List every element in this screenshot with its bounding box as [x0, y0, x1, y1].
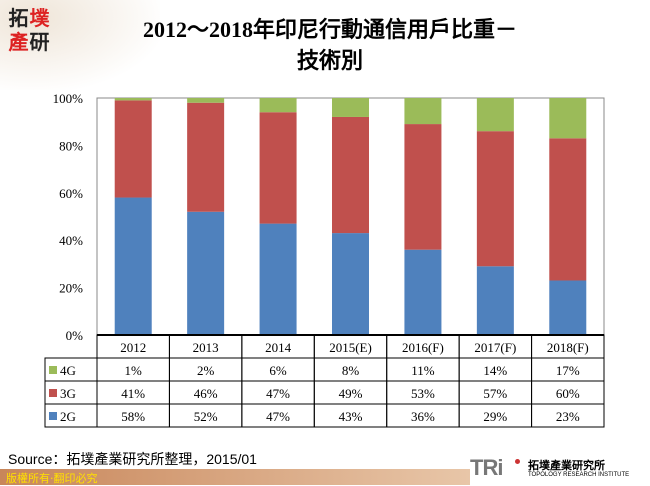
legend-label-2G: 2G [60, 409, 76, 424]
bar-3G-2014 [259, 112, 297, 224]
source-note: Source：拓墣產業研究所整理，2015/01 [8, 451, 257, 467]
value-label: 11% [411, 363, 435, 378]
bar-3G-2018(F) [549, 138, 587, 281]
title-line-2: 技術別 [296, 48, 363, 73]
brand-mark-dot [515, 459, 520, 464]
bar-4G-2017(F) [476, 98, 514, 132]
bar-4G-2016(F) [404, 98, 442, 125]
value-label: 58% [121, 409, 145, 424]
value-label: 49% [339, 386, 363, 401]
y-tick-label: 100% [53, 91, 84, 106]
brand-mark: TRi [470, 455, 503, 480]
value-label: 1% [125, 363, 143, 378]
bar-4G-2013 [187, 98, 225, 103]
value-label: 53% [411, 386, 435, 401]
brand-cn: 拓墣產業研究所 [528, 460, 605, 472]
legend-key-4G [49, 366, 57, 374]
value-label: 43% [339, 409, 363, 424]
bar-4G-2015(E) [332, 98, 369, 117]
x-tick-label: 2015(E) [329, 340, 372, 355]
value-label: 47% [266, 386, 290, 401]
bar-3G-2013 [187, 102, 225, 212]
bar-3G-2017(F) [476, 131, 514, 267]
bar-2G-2016(F) [404, 249, 442, 335]
x-tick-label: 2013 [193, 340, 219, 355]
brand-en: TOPOLOGY RESEARCH INSTITUTE [528, 472, 630, 478]
copyright: 版權所有‧翻印必究 [6, 472, 98, 485]
y-tick-label: 40% [59, 233, 83, 248]
x-tick-label: 2017(F) [474, 340, 516, 355]
y-tick-label: 20% [59, 281, 83, 296]
value-label: 23% [556, 409, 580, 424]
legend-key-2G [49, 412, 57, 420]
value-label: 46% [194, 386, 218, 401]
bar-4G-2014 [259, 98, 297, 113]
legend-label-3G: 3G [60, 386, 76, 401]
brand-logo: TRi 拓墣產業研究所 TOPOLOGY RESEARCH INSTITUTE [470, 455, 629, 481]
value-label: 17% [556, 363, 580, 378]
value-label: 52% [194, 409, 218, 424]
x-tick-label: 2016(F) [402, 340, 444, 355]
bar-3G-2016(F) [404, 124, 442, 250]
legend-key-3G [49, 389, 57, 397]
bar-3G-2015(E) [332, 116, 369, 234]
bar-2G-2012 [114, 197, 152, 335]
value-label: 6% [269, 363, 287, 378]
y-tick-label: 80% [59, 138, 83, 153]
value-label: 29% [483, 409, 507, 424]
x-tick-label: 2012 [120, 340, 146, 355]
value-label: 36% [411, 409, 435, 424]
bar-4G-2018(F) [549, 98, 587, 139]
value-label: 47% [266, 409, 290, 424]
footer-bar [0, 469, 470, 485]
value-label: 14% [483, 363, 507, 378]
logo: 拓墣產研 [8, 6, 50, 54]
chart-title: 2012～2018年印尼行動通信用戶比重－ 技術別 [80, 14, 580, 76]
bar-2G-2017(F) [476, 266, 514, 335]
value-label: 60% [556, 386, 580, 401]
y-tick-label: 60% [59, 186, 83, 201]
y-tick-label: 0% [66, 328, 84, 343]
bar-2G-2013 [187, 211, 225, 335]
title-line-1: 2012～2018年印尼行動通信用戶比重－ [142, 17, 517, 42]
table-cell [531, 403, 605, 428]
x-tick-label: 2014 [265, 340, 292, 355]
legend-label-4G: 4G [60, 363, 76, 378]
bar-3G-2012 [114, 100, 152, 198]
bar-2G-2018(F) [549, 280, 587, 335]
header-background [0, 0, 160, 90]
value-label: 2% [197, 363, 215, 378]
x-tick-label: 2018(F) [547, 340, 589, 355]
bar-4G-2012 [114, 98, 152, 101]
bar-2G-2015(E) [332, 233, 369, 335]
value-label: 57% [483, 386, 507, 401]
value-label: 41% [121, 386, 145, 401]
bar-2G-2014 [259, 223, 297, 335]
value-label: 8% [342, 363, 360, 378]
